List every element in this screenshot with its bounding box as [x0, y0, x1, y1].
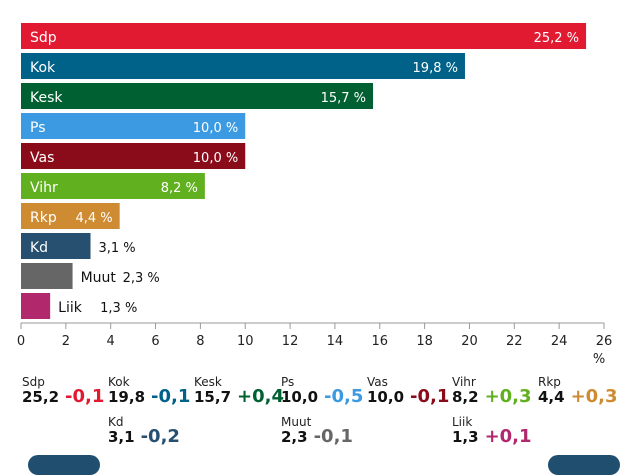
x-tick-label-22: 22 — [506, 334, 523, 349]
stat-change-value: -0,1 — [410, 386, 450, 407]
stat-party-name: Vihr — [452, 375, 476, 389]
stat-values: 2,3 -0,1 — [281, 426, 353, 447]
stat-change-value: -0,1 — [65, 386, 105, 407]
stat-muut: Muut 2,3 -0,1 — [281, 415, 353, 447]
stat-change-value: -0,5 — [324, 386, 364, 407]
stat-support-value: 15,7 — [194, 388, 232, 406]
stat-party-name: Rkp — [538, 375, 561, 389]
stat-support-value: 19,8 — [108, 388, 146, 406]
stat-support-value: 10,0 — [367, 388, 405, 406]
bar-label-liik: Liik — [58, 300, 83, 316]
stat-rkp: Rkp 4,4 +0,3 — [538, 375, 618, 407]
value-label-sdp: 25,2 % — [534, 31, 579, 46]
bar-vihr — [21, 173, 205, 199]
stat-kesk: Kesk 15,7 +0,4 — [194, 375, 284, 407]
bar-vas — [21, 143, 246, 169]
value-label-kesk: 15,7 % — [321, 91, 366, 106]
x-tick-label-6: 6 — [151, 334, 159, 349]
stat-party-name: Kok — [108, 375, 130, 389]
stat-party-name: Liik — [452, 415, 473, 429]
bar-label-muut: Muut — [81, 270, 117, 286]
x-tick-label-20: 20 — [461, 334, 478, 349]
stat-party-name: Sdp — [22, 375, 45, 389]
bar-rkp — [21, 203, 120, 229]
bar-liik — [21, 293, 51, 319]
stat-values: 10,0 -0,1 — [367, 386, 450, 407]
x-tick-label-16: 16 — [371, 334, 388, 349]
x-tick-label-18: 18 — [416, 334, 433, 349]
value-label-ps: 10,0 % — [193, 121, 238, 136]
stat-party-name: Muut — [281, 415, 312, 429]
stat-support-value: 8,2 — [452, 388, 479, 406]
bar-kok — [21, 53, 465, 79]
stat-support-value: 1,3 — [452, 428, 479, 446]
value-label-kd: 3,1 % — [99, 241, 136, 256]
stat-support-value: 4,4 — [538, 388, 565, 406]
value-label-rkp: 4,4 % — [75, 211, 112, 226]
bar-label-vas: Vas — [30, 150, 54, 166]
value-label-vas: 10,0 % — [193, 151, 238, 166]
stat-values: 8,2 +0,3 — [452, 386, 532, 407]
bar-muut — [21, 263, 73, 289]
bar-label-kok: Kok — [30, 60, 56, 76]
stat-values: 10,0 -0,5 — [281, 386, 364, 407]
stat-change-value: +0,3 — [484, 386, 532, 407]
bar-label-ps: Ps — [30, 120, 46, 136]
x-tick-label-2: 2 — [62, 334, 70, 349]
x-tick-label-26: 26 — [596, 334, 613, 349]
stat-sdp: Sdp 25,2 -0,1 — [22, 375, 105, 407]
stat-values: 25,2 -0,1 — [22, 386, 105, 407]
stat-vas: Vas 10,0 -0,1 — [367, 375, 450, 407]
stat-change-value: -0,1 — [313, 426, 353, 447]
stat-party-name: Kesk — [194, 375, 222, 389]
x-tick-label-10: 10 — [237, 334, 254, 349]
stat-kok: Kok 19,8 -0,1 — [108, 375, 191, 407]
x-tick-label-12: 12 — [282, 334, 299, 349]
stat-liik: Liik 1,3 +0,1 — [452, 415, 532, 447]
stat-kd: Kd 3,1 -0,2 — [108, 415, 180, 447]
bar-ps — [21, 113, 246, 139]
stat-party-name: Vas — [367, 375, 388, 389]
stat-support-value: 2,3 — [281, 428, 308, 446]
value-label-liik: 1,3 % — [100, 301, 137, 316]
x-tick-label-24: 24 — [551, 334, 568, 349]
value-label-kok: 19,8 % — [413, 61, 458, 76]
party-support-bar-chart: Sdp 25,2 % Kok 19,8 % Kesk 15,7 % Ps 10,0 % Vas 1… — [17, 23, 613, 367]
bar-label-kesk: Kesk — [30, 90, 63, 106]
value-label-vihr: 8,2 % — [161, 181, 198, 196]
stat-vihr: Vihr 8,2 +0,3 — [452, 375, 532, 407]
x-axis-unit: % — [593, 352, 605, 367]
bar-kd — [21, 233, 91, 259]
stat-support-value: 3,1 — [108, 428, 135, 446]
bar-kesk — [21, 83, 374, 109]
stat-values: 19,8 -0,1 — [108, 386, 191, 407]
x-tick-label-8: 8 — [196, 334, 204, 349]
stat-party-name: Ps — [281, 375, 295, 389]
stat-party-name: Kd — [108, 415, 124, 429]
bar-sdp — [21, 23, 587, 49]
x-tick-label-4: 4 — [107, 334, 115, 349]
stat-values: 1,3 +0,1 — [452, 426, 532, 447]
stat-support-value: 25,2 — [22, 388, 60, 406]
bottom-right-button[interactable] — [548, 455, 620, 475]
value-label-muut: 2,3 % — [123, 271, 160, 286]
stat-ps: Ps 10,0 -0,5 — [281, 375, 364, 407]
x-tick-label-14: 14 — [327, 334, 344, 349]
stat-change-value: -0,1 — [151, 386, 191, 407]
bottom-left-button[interactable] — [28, 455, 100, 475]
stat-change-value: +0,1 — [484, 426, 532, 447]
stat-change-value: -0,2 — [140, 426, 180, 447]
stat-change-value: +0,4 — [237, 386, 284, 407]
bar-label-kd: Kd — [30, 240, 48, 256]
x-tick-label-0: 0 — [17, 334, 25, 349]
stat-values: 15,7 +0,4 — [194, 386, 284, 407]
stat-values: 4,4 +0,3 — [538, 386, 618, 407]
stat-values: 3,1 -0,2 — [108, 426, 180, 447]
bar-label-vihr: Vihr — [30, 180, 58, 196]
stat-support-value: 10,0 — [281, 388, 319, 406]
bar-label-rkp: Rkp — [30, 210, 57, 226]
stat-change-value: +0,3 — [570, 386, 618, 407]
bar-label-sdp: Sdp — [30, 30, 57, 46]
